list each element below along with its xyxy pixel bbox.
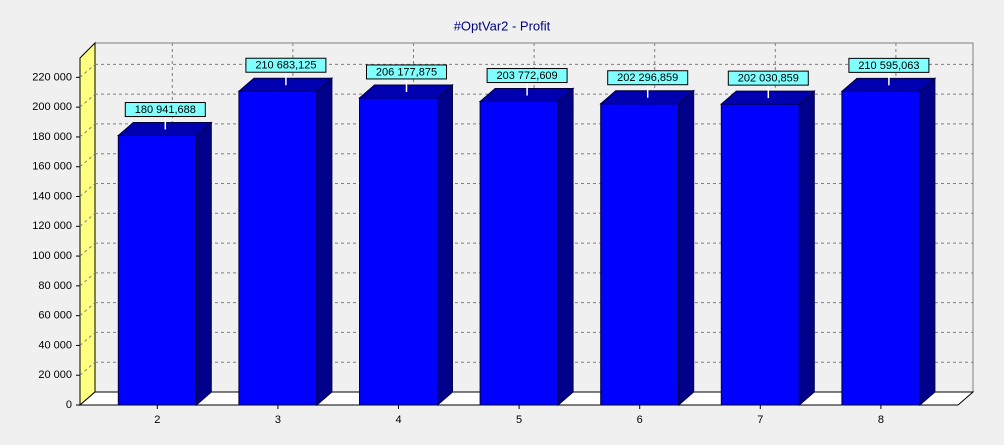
label-box bbox=[245, 57, 327, 73]
bar-side bbox=[437, 83, 453, 407]
bar bbox=[238, 90, 318, 406]
bar-side bbox=[316, 77, 333, 407]
data-label: 180 941,688 bbox=[135, 104, 196, 116]
chart-title: #OptVar2 - Profit bbox=[454, 18, 551, 33]
x-tick-label: 5 bbox=[516, 414, 522, 426]
y-tick-label: 20 000 bbox=[38, 369, 72, 381]
label-box bbox=[607, 70, 689, 86]
y-tick-label: 140 000 bbox=[32, 190, 72, 202]
bar-side bbox=[678, 89, 695, 407]
left-wall bbox=[79, 41, 96, 407]
y-tick-label: 0 bbox=[66, 399, 72, 411]
x-tick-label: 2 bbox=[154, 414, 160, 426]
bar-side bbox=[557, 87, 574, 407]
bar bbox=[359, 97, 438, 406]
label-box bbox=[124, 102, 206, 118]
y-tick-label: 180 000 bbox=[32, 131, 72, 143]
y-tick-label: 160 000 bbox=[32, 161, 72, 173]
data-label: 203 772,609 bbox=[497, 70, 558, 82]
bar bbox=[720, 103, 800, 406]
bar-side bbox=[195, 121, 212, 407]
y-tick-label: 80 000 bbox=[38, 280, 72, 292]
data-label: 206 177,875 bbox=[376, 66, 437, 78]
bar bbox=[600, 103, 680, 406]
bar bbox=[841, 90, 921, 406]
y-tick-label: 220 000 bbox=[32, 71, 72, 83]
x-tick-label: 4 bbox=[395, 414, 401, 426]
bar-side bbox=[798, 90, 815, 407]
label-box bbox=[366, 64, 447, 80]
x-tick-label: 6 bbox=[637, 414, 643, 426]
data-label: 210 595,063 bbox=[858, 60, 919, 72]
bar-side bbox=[919, 77, 936, 407]
x-tick-label: 7 bbox=[757, 414, 763, 426]
data-label: 202 030,859 bbox=[738, 73, 799, 85]
data-label: 210 683,125 bbox=[255, 60, 316, 72]
data-label: 202 296,859 bbox=[617, 72, 678, 84]
x-tick-label: 3 bbox=[275, 414, 281, 426]
label-box bbox=[486, 68, 568, 84]
label-box bbox=[848, 57, 930, 73]
y-tick-label: 100 000 bbox=[32, 250, 72, 262]
y-tick-label: 120 000 bbox=[32, 220, 72, 232]
y-tick-label: 200 000 bbox=[32, 101, 72, 113]
x-tick-label: 8 bbox=[878, 414, 884, 426]
y-tick-label: 60 000 bbox=[38, 310, 72, 322]
label-box bbox=[727, 70, 809, 86]
bar bbox=[479, 101, 559, 406]
y-tick-label: 40 000 bbox=[38, 339, 72, 351]
bar bbox=[117, 135, 197, 406]
